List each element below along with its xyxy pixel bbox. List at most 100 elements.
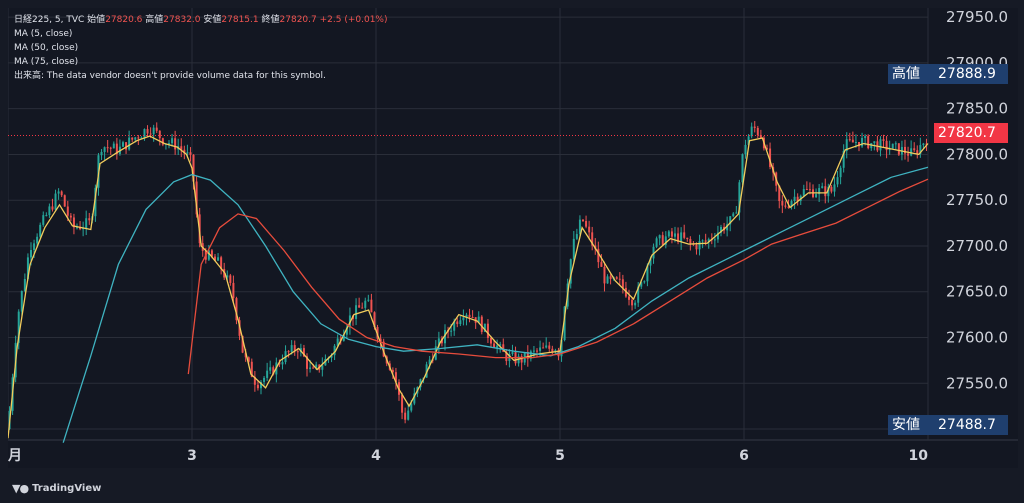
candle-body: [851, 139, 854, 143]
candle-body: [468, 314, 471, 318]
candle-body: [235, 298, 238, 321]
candle-body: [128, 137, 131, 150]
grid: [8, 8, 1018, 441]
legend-ma50[interactable]: MA (50, close): [14, 43, 79, 53]
candle-body: [720, 226, 722, 233]
candle-body: [109, 147, 112, 149]
candle-body: [919, 145, 922, 155]
candle-body: [456, 321, 459, 325]
candle-body: [864, 136, 867, 138]
time-axis[interactable]: 月 3 4 5 6 10: [8, 448, 928, 464]
x-tick-label: 4: [371, 448, 381, 464]
candle-body: [192, 154, 195, 182]
candle-body: [563, 306, 566, 341]
candle-body: [210, 250, 213, 257]
x-tick-label: 5: [555, 448, 565, 464]
candle-body: [505, 351, 508, 362]
candle-body: [247, 357, 250, 362]
candle-body: [379, 338, 382, 342]
candle-body: [480, 316, 483, 332]
candle-body: [585, 221, 588, 227]
candle-body: [342, 334, 345, 341]
candle-body: [701, 240, 704, 242]
candle-body: [591, 232, 594, 246]
candle-body: [490, 337, 492, 344]
ma-series-line: [62, 166, 929, 443]
candle-body: [769, 148, 772, 167]
legend-symbol: 日経225, 5, TVC: [14, 15, 85, 25]
y-tick-label: 27600.0: [946, 328, 1008, 346]
candle-body: [471, 317, 474, 319]
candle-body: [732, 213, 735, 217]
candle-body: [54, 193, 57, 210]
candle-body: [603, 266, 606, 284]
y-tick-label: 27800.0: [946, 145, 1008, 163]
candle-body: [839, 167, 842, 178]
candle-body: [891, 143, 894, 149]
candle-body: [143, 129, 146, 138]
candle-body: [493, 343, 496, 348]
candle-body: [241, 335, 244, 353]
candle-body: [582, 219, 584, 222]
candle-body: [793, 196, 796, 202]
candle-body: [152, 127, 155, 135]
candle-body: [879, 139, 882, 151]
candle-body: [76, 227, 78, 229]
candle-body: [897, 143, 900, 155]
candle-body: [609, 276, 612, 279]
candle-body: [836, 177, 839, 185]
candle-body: [131, 137, 134, 140]
candle-body: [716, 232, 719, 240]
candle-body: [333, 345, 336, 356]
candle-body: [621, 279, 624, 288]
candle-body: [674, 233, 676, 237]
candle-body: [747, 136, 750, 145]
candle-body: [664, 236, 667, 245]
candle-body: [818, 188, 821, 195]
candle-body: [796, 196, 799, 202]
candle-body: [155, 127, 158, 131]
candle-body: [670, 231, 673, 237]
y-tick-label: 27650.0: [946, 283, 1008, 301]
candle-body: [704, 240, 707, 242]
candle-body: [226, 275, 229, 278]
candle-body: [367, 299, 370, 301]
candle-body: [330, 355, 333, 358]
plot-area[interactable]: 27950.0 27900.0 27850.0 27800.0 27750.0 27700…: [8, 8, 1018, 468]
candle-body: [189, 152, 192, 155]
candle-body: [845, 139, 848, 152]
candle-body: [183, 149, 186, 154]
legend-close-label: 終値: [261, 15, 280, 25]
candle-body: [100, 151, 103, 156]
candle-body: [48, 206, 51, 216]
candle-body: [42, 215, 45, 225]
legend-ma5[interactable]: MA (5, close): [14, 29, 73, 39]
candle-body: [904, 146, 906, 154]
candle-body: [615, 277, 618, 279]
candle-body: [66, 206, 69, 216]
candle-body: [462, 317, 465, 321]
candle-body: [382, 341, 385, 357]
candle-body: [358, 305, 361, 308]
candle-body: [842, 151, 845, 168]
candle-body: [536, 350, 538, 352]
candle-body: [649, 258, 652, 266]
legend-high-value: 27832.0: [163, 15, 201, 25]
legend-ma75[interactable]: MA (75, close): [14, 57, 79, 67]
candle-body: [628, 296, 630, 300]
candle-body: [266, 370, 269, 378]
legend-change: +2.5 (+0.01%): [319, 15, 388, 25]
candle-body: [597, 248, 600, 263]
candle-body: [858, 141, 860, 147]
candle-body: [634, 302, 637, 306]
candle-body: [207, 250, 210, 260]
candle-body: [115, 143, 118, 154]
candle-body: [419, 379, 422, 388]
candle-body: [459, 320, 462, 325]
candle-body: [667, 231, 670, 237]
candle-body: [149, 133, 152, 135]
candle-body: [106, 147, 109, 149]
candle-body: [428, 359, 431, 365]
tradingview-branding[interactable]: ▼● TradingView: [12, 482, 101, 495]
candle-body: [355, 305, 358, 319]
